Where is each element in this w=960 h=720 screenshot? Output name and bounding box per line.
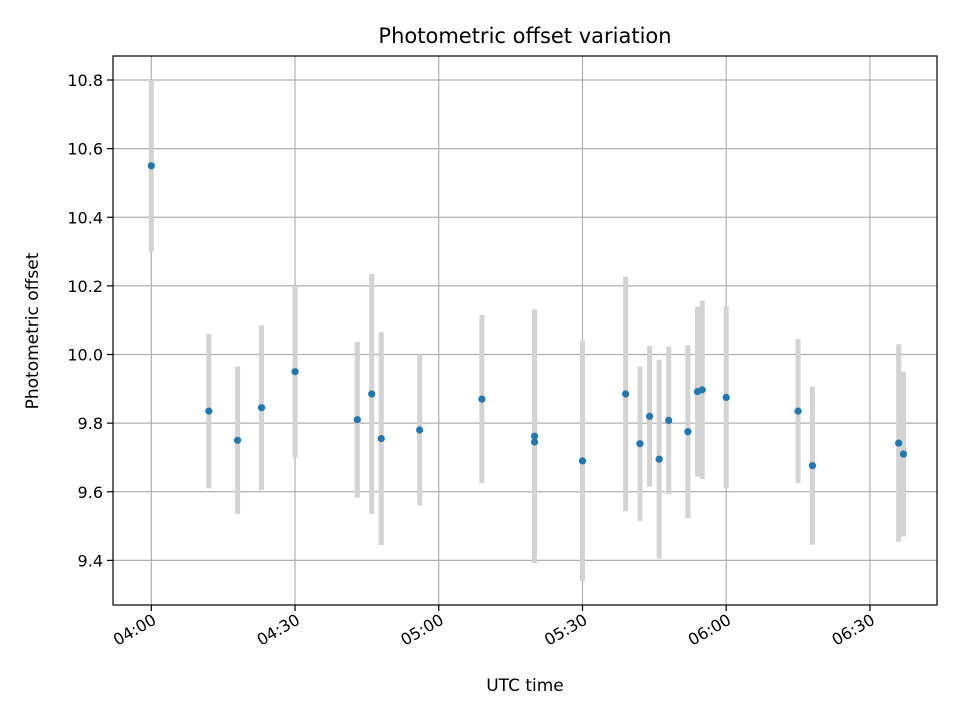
data-point (645, 412, 654, 420)
y-tick-label: 10.4 (67, 208, 103, 227)
data-point (530, 432, 539, 440)
data-point (353, 416, 361, 424)
x-axis-label: UTC time (486, 676, 564, 696)
data-point (665, 416, 673, 424)
data-point (808, 462, 817, 470)
data-point (794, 407, 802, 415)
data-point (205, 407, 213, 415)
data-points (147, 162, 908, 470)
y-tick-label: 9.6 (78, 483, 103, 502)
data-point (530, 438, 539, 446)
data-point (636, 440, 644, 448)
y-tick-label: 10.2 (67, 277, 103, 296)
data-point (291, 368, 299, 376)
data-point (478, 395, 486, 403)
y-tick-label: 10.0 (67, 346, 103, 365)
y-tick-label: 10.8 (67, 71, 103, 90)
data-point (899, 450, 908, 458)
chart-title: Photometric offset variation (378, 24, 671, 48)
data-point (655, 455, 663, 463)
y-axis-label: Photometric offset (23, 252, 43, 409)
data-point (895, 439, 903, 447)
data-point (147, 162, 155, 170)
data-point (377, 434, 385, 443)
plot-area-frame (112, 55, 938, 606)
y-tick-label: 9.4 (78, 551, 103, 570)
data-point (368, 390, 376, 398)
data-point (698, 386, 706, 394)
data-point (578, 457, 587, 465)
data-point (622, 390, 630, 398)
data-point (257, 404, 266, 412)
y-tick-label: 10.6 (67, 140, 103, 159)
data-point (233, 436, 242, 444)
y-tick-label: 9.8 (78, 414, 103, 433)
data-point (684, 428, 692, 436)
data-point (416, 426, 424, 434)
data-point (722, 393, 730, 402)
